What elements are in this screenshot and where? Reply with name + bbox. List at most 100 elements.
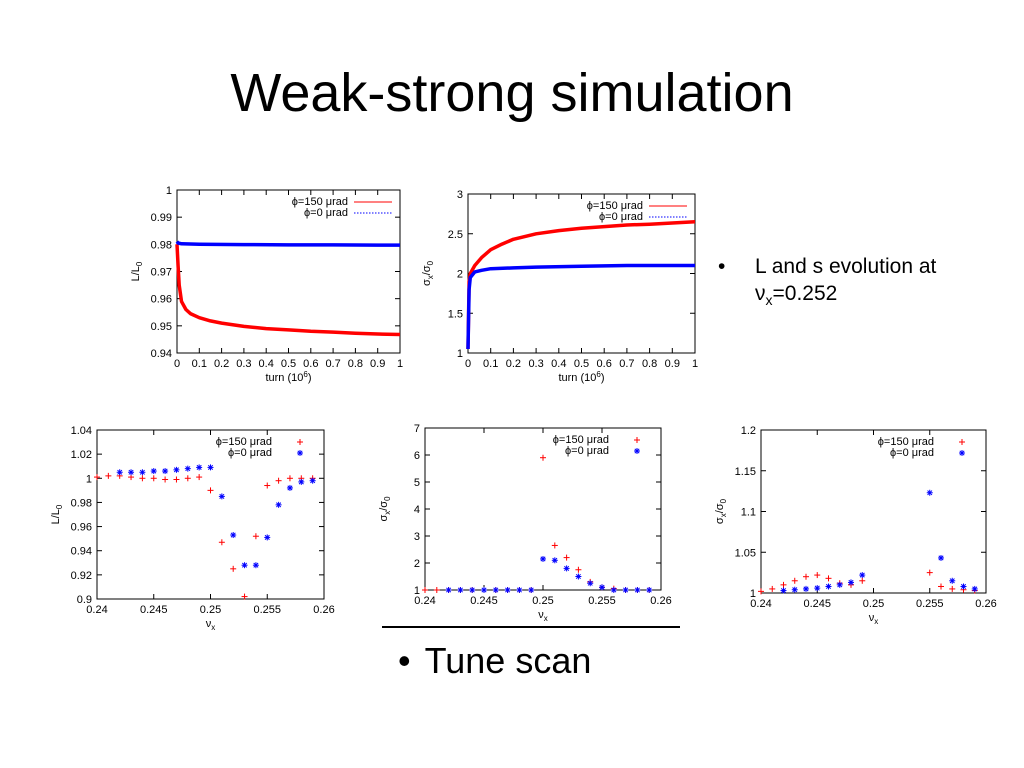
y-axis-label: σx/σ0 [421,260,435,286]
data-point [859,572,866,579]
data-point [848,579,854,586]
beam-size-tune-scan-chart: 0.24 0.245 0.25 0.255 0.26 1 2 3 4 5 6 7 νx σx/σ0 ϕ=15… [378,423,672,623]
x-tick-label: 0.9 [665,358,680,370]
legend-label: ϕ=0 μrad [890,447,934,459]
data-point [196,464,203,471]
bullet-evolution-text: L and s evolution at νx=0.252 [755,255,937,309]
x-tick-label: 0.25 [200,604,221,616]
x-tick-label: 0.245 [803,598,831,610]
legend-marker [634,437,640,443]
series-line-0 [466,220,696,350]
data-point [173,476,180,483]
data-point [540,555,546,562]
y-tick-label: 1 [166,185,172,197]
data-point [264,482,271,489]
y-tick-label: 1 [750,588,756,600]
data-point [207,487,214,494]
data-point [646,587,653,593]
data-point [264,534,271,541]
x-tick-label: 0.26 [975,598,996,610]
x-tick-label: 0.25 [863,598,884,610]
x-tick-label: 0.2 [506,358,521,370]
divider-line [382,626,680,628]
data-point [504,587,511,593]
y-tick-label: 0.99 [151,212,172,224]
x-tick-label: 0.245 [140,604,168,616]
legend-marker [959,450,965,456]
data-point [926,489,933,496]
data-point [859,577,866,584]
plot-frame [96,429,325,600]
data-point [563,554,570,561]
legend-label: ϕ=150 μrad [587,200,643,212]
legend-label: ϕ=0 μrad [228,447,272,459]
data-point [551,557,558,564]
data-point [825,575,832,582]
x-tick-label: 0.3 [528,358,543,370]
y-tick-label: 0.96 [71,522,92,534]
data-point [960,583,967,590]
data-point [780,587,787,594]
series-line-1 [175,240,400,247]
x-tick-label: 0.5 [281,358,296,370]
data-point [814,572,821,579]
data-point [803,573,809,580]
x-tick-label: 0.24 [750,598,771,610]
plot-frame [424,427,662,591]
x-tick-label: 0.1 [192,358,207,370]
y-tick-label: 4 [414,504,420,516]
data-point [286,475,293,482]
y-tick-label: 0.98 [71,497,92,509]
data-point [938,554,944,561]
data-point [128,469,135,476]
x-tick-label: 0.8 [348,358,363,370]
data-point [971,585,978,592]
y-tick-label: 1.02 [71,449,92,461]
y-tick-label: 1 [457,348,463,360]
data-point [94,474,100,481]
x-axis-label: νx [538,609,548,623]
data-point [563,565,570,572]
data-point [540,454,546,461]
x-tick-label: 0.255 [253,604,281,616]
data-point [814,585,821,592]
x-tick-label: 0.26 [650,595,671,607]
data-point [298,478,305,485]
y-tick-label: 0.92 [71,570,92,582]
legend-marker [297,439,303,445]
x-tick-label: 0.3 [236,358,251,370]
data-point [825,583,832,590]
y-tick-label: 0.9 [77,594,92,606]
data-point [162,476,169,483]
y-tick-label: 0.97 [151,267,172,279]
x-tick-label: 1 [397,358,403,370]
data-point [309,477,316,484]
data-point [575,566,582,573]
x-tick-label: 0 [465,358,471,370]
slide-title: Weak-strong simulation [230,63,794,123]
bullet-tune-scan-text: Tune scan [424,640,592,681]
y-axis-label: L/L0 [130,261,144,281]
y-tick-label: 1.1 [741,507,756,519]
x-tick-label: 0.7 [619,358,634,370]
y-tick-label: 7 [414,423,420,435]
y-tick-label: 0.94 [151,348,172,360]
data-point [184,475,191,482]
data-point [758,588,764,595]
x-tick-label: 0.255 [916,598,944,610]
x-tick-label: 1 [692,358,698,370]
x-tick-label: 0.4 [551,358,566,370]
x-tick-label: 0.255 [588,595,616,607]
luminosity-tune-scan-chart: 0.24 0.245 0.25 0.255 0.26 0.9 0.92 0.94 0.96 0.9… [50,425,335,632]
data-point [139,475,146,482]
y-tick-label: 1.5 [448,308,463,320]
data-point [469,587,476,593]
legend-label: ϕ=150 μrad [878,436,934,448]
data-point [551,542,558,549]
data-point [926,569,933,576]
x-axis-label: turn (106) [558,370,604,384]
y-tick-label: 2 [457,269,463,281]
data-point [275,477,282,484]
bullet-dot: • [718,255,726,278]
data-point [230,565,237,572]
